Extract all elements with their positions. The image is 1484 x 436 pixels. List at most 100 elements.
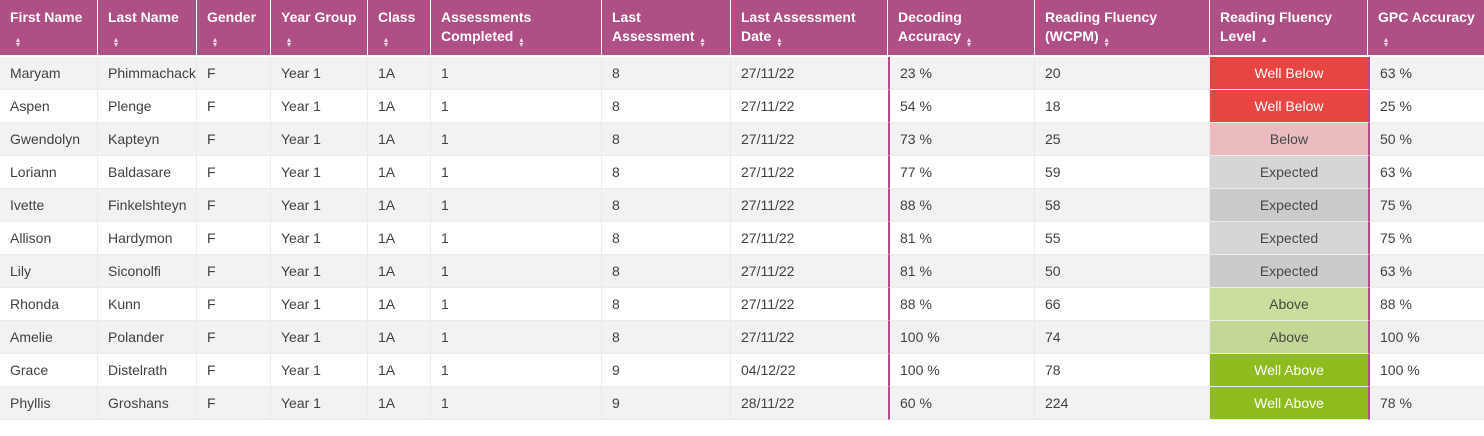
cell-last-assessment: 8: [602, 189, 731, 222]
column-header-year-group[interactable]: Year Group ▴ ▾: [271, 0, 368, 57]
cell-decoding-accuracy: 81 %: [888, 222, 1035, 255]
reading-fluency-level-badge: Well Below: [1210, 90, 1368, 123]
column-header-last-name[interactable]: Last Name ▴ ▾: [98, 0, 197, 57]
cell-year-group: Year 1: [271, 189, 368, 222]
reading-fluency-level-badge: Expected: [1210, 255, 1368, 288]
cell-decoding-accuracy: 54 %: [888, 90, 1035, 123]
column-label: Last Assessment: [612, 9, 695, 44]
cell-gpc-accuracy: 25 %: [1368, 90, 1484, 123]
sort-both-icon: ▴ ▾: [287, 35, 292, 49]
cell-year-group: Year 1: [271, 90, 368, 123]
sort-both-icon: ▴ ▾: [700, 35, 705, 49]
column-label: GPC Accuracy: [1378, 9, 1475, 25]
cell-assessments-completed: 1: [431, 189, 602, 222]
student-assessment-table-container: First Name ▴ ▾ Last Name ▴ ▾ Gender ▴ ▾ Year Grou…: [0, 0, 1484, 420]
cell-last-name: Kapteyn: [98, 123, 197, 156]
cell-gender: F: [197, 189, 271, 222]
reading-fluency-level-badge: Well Above: [1210, 354, 1368, 387]
student-row: Phyllis Groshans F Year 1 1A 1 9 28/11/22 60 % 22…: [0, 387, 1484, 420]
cell-last-assessment: 8: [602, 123, 731, 156]
cell-year-group: Year 1: [271, 354, 368, 387]
cell-gpc-accuracy: 63 %: [1368, 57, 1484, 90]
cell-year-group: Year 1: [271, 288, 368, 321]
cell-reading-fluency-wcpm: 58: [1035, 189, 1210, 222]
sort-both-icon: ▴ ▾: [519, 35, 524, 49]
cell-year-group: Year 1: [271, 387, 368, 420]
reading-fluency-level-badge: Well Below: [1210, 57, 1368, 90]
cell-assessments-completed: 1: [431, 288, 602, 321]
column-label: Gender: [207, 9, 257, 25]
cell-first-name: Allison: [0, 222, 98, 255]
cell-assessments-completed: 1: [431, 156, 602, 189]
cell-last-name: Groshans: [98, 387, 197, 420]
cell-first-name: Amelie: [0, 321, 98, 354]
cell-assessments-completed: 1: [431, 321, 602, 354]
column-header-class[interactable]: Class ▴ ▾: [368, 0, 431, 57]
column-header-reading-fluency-level[interactable]: Reading Fluency Level ▴: [1210, 0, 1368, 57]
column-header-last-assessment[interactable]: Last Assessment ▴ ▾: [602, 0, 731, 57]
cell-decoding-accuracy: 73 %: [888, 123, 1035, 156]
cell-gpc-accuracy: 63 %: [1368, 156, 1484, 189]
cell-gender: F: [197, 255, 271, 288]
cell-class: 1A: [368, 387, 431, 420]
cell-decoding-accuracy: 100 %: [888, 354, 1035, 387]
cell-last-assessment: 9: [602, 354, 731, 387]
cell-last-name: Hardymon: [98, 222, 197, 255]
cell-last-assessment-date: 27/11/22: [731, 288, 888, 321]
cell-class: 1A: [368, 90, 431, 123]
cell-decoding-accuracy: 88 %: [888, 288, 1035, 321]
cell-year-group: Year 1: [271, 321, 368, 354]
column-header-assessments-completed[interactable]: Assessments Completed ▴ ▾: [431, 0, 602, 57]
cell-class: 1A: [368, 288, 431, 321]
cell-class: 1A: [368, 255, 431, 288]
cell-decoding-accuracy: 77 %: [888, 156, 1035, 189]
cell-reading-fluency-wcpm: 224: [1035, 387, 1210, 420]
cell-last-assessment: 8: [602, 90, 731, 123]
cell-assessments-completed: 1: [431, 255, 602, 288]
cell-gender: F: [197, 222, 271, 255]
sort-both-icon: ▴ ▾: [384, 35, 389, 49]
cell-last-assessment-date: 27/11/22: [731, 90, 888, 123]
cell-first-name: Ivette: [0, 189, 98, 222]
cell-decoding-accuracy: 100 %: [888, 321, 1035, 354]
cell-last-name: Phimmachack: [98, 57, 197, 90]
column-label: Assessments Completed: [441, 9, 532, 44]
cell-last-assessment: 8: [602, 288, 731, 321]
sort-both-icon: ▴ ▾: [777, 35, 782, 49]
student-row: Lily Siconolfi F Year 1 1A 1 8 27/11/22 81 % 50 Ex…: [0, 255, 1484, 288]
cell-last-assessment-date: 27/11/22: [731, 189, 888, 222]
cell-gender: F: [197, 288, 271, 321]
cell-first-name: Rhonda: [0, 288, 98, 321]
cell-year-group: Year 1: [271, 222, 368, 255]
sort-both-icon: ▴ ▾: [967, 35, 972, 49]
column-header-first-name[interactable]: First Name ▴ ▾: [0, 0, 98, 57]
column-label: First Name: [10, 9, 83, 25]
cell-last-assessment: 9: [602, 387, 731, 420]
column-header-decoding-accuracy[interactable]: Decoding Accuracy ▴ ▾: [888, 0, 1035, 57]
cell-reading-fluency-wcpm: 18: [1035, 90, 1210, 123]
table-header: First Name ▴ ▾ Last Name ▴ ▾ Gender ▴ ▾ Year Grou…: [0, 0, 1484, 57]
column-header-reading-fluency-wcpm[interactable]: Reading Fluency (WCPM) ▴ ▾: [1035, 0, 1210, 57]
reading-fluency-level-badge: Well Above: [1210, 387, 1368, 420]
column-header-gender[interactable]: Gender ▴ ▾: [197, 0, 271, 57]
cell-first-name: Aspen: [0, 90, 98, 123]
sort-both-icon: ▴ ▾: [1384, 35, 1389, 49]
cell-assessments-completed: 1: [431, 57, 602, 90]
cell-gender: F: [197, 321, 271, 354]
sort-both-icon: ▴ ▾: [16, 35, 21, 49]
cell-class: 1A: [368, 321, 431, 354]
cell-year-group: Year 1: [271, 57, 368, 90]
cell-gender: F: [197, 156, 271, 189]
reading-fluency-level-badge: Expected: [1210, 189, 1368, 222]
student-row: Gwendolyn Kapteyn F Year 1 1A 1 8 27/11/22 73 % 2…: [0, 123, 1484, 156]
cell-gpc-accuracy: 50 %: [1368, 123, 1484, 156]
student-row: Grace Distelrath F Year 1 1A 1 9 04/12/22 100 % 7…: [0, 354, 1484, 387]
cell-reading-fluency-wcpm: 59: [1035, 156, 1210, 189]
column-header-gpc-accuracy[interactable]: GPC Accuracy ▴ ▾: [1368, 0, 1484, 57]
cell-class: 1A: [368, 354, 431, 387]
cell-reading-fluency-wcpm: 50: [1035, 255, 1210, 288]
column-header-last-assessment-date[interactable]: Last Assessment Date ▴ ▾: [731, 0, 888, 57]
cell-decoding-accuracy: 23 %: [888, 57, 1035, 90]
cell-decoding-accuracy: 81 %: [888, 255, 1035, 288]
column-label: Class: [378, 9, 416, 25]
